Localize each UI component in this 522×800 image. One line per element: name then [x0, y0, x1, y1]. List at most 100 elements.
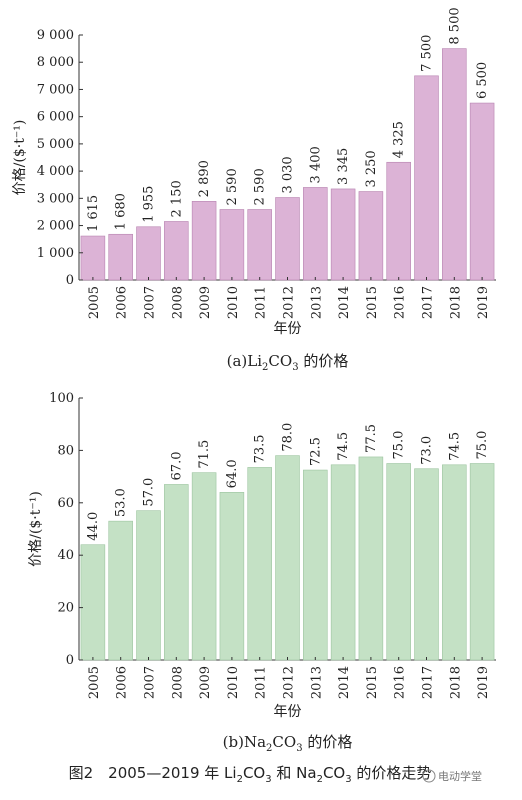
b-x-tick-label: 2007 [143, 666, 158, 699]
b-bar [303, 469, 328, 661]
a-y-tick-label: 4 000 [37, 164, 74, 179]
a-x-tick-label: 2014 [337, 286, 352, 319]
chart-a-caption-sub1: 2 [262, 362, 268, 373]
a-data-label: 1 615 [86, 195, 101, 232]
a-bar [442, 48, 467, 281]
a-y-tick-label: 1 000 [37, 246, 74, 261]
a-x-tick-label: 2011 [254, 286, 269, 319]
figure-caption-mid2: 和 Na [272, 764, 317, 782]
a-data-label: 4 325 [392, 121, 407, 158]
b-y-tick-label: 60 [57, 496, 74, 511]
a-x-tick-label: 2013 [309, 286, 324, 319]
a-bar [191, 201, 217, 281]
a-x-tick-label: 2018 [448, 286, 463, 319]
a-x-tick-label: 2010 [226, 286, 241, 319]
a-y-tick-label: 8 000 [37, 55, 74, 70]
a-data-label: 2 590 [225, 168, 240, 205]
b-x-tick-label: 2015 [365, 666, 380, 699]
a-x-tick-label: 2007 [143, 286, 158, 319]
b-x-tick-label: 2016 [393, 666, 408, 699]
b-bar [247, 467, 272, 661]
b-bar [275, 455, 300, 661]
chart-b-caption-prefix: (b)Na [223, 733, 266, 751]
b-x-tick-label: 2006 [115, 666, 130, 699]
a-bar [358, 191, 384, 281]
b-x-tick-label: 2019 [476, 666, 491, 699]
b-y-tick-label: 20 [57, 601, 74, 616]
chart-b-caption: (b)Na2CO3 的价格 [223, 733, 353, 754]
b-bar [219, 492, 245, 661]
b-bar [414, 468, 439, 661]
chart-a-caption-mid: CO [268, 352, 292, 370]
b-bar [358, 456, 384, 661]
b-x-tick-label: 2008 [170, 666, 185, 699]
chart-b-y-axis-title: 价格/($·t⁻¹) [28, 491, 44, 567]
a-y-tick-label: 2 000 [37, 219, 74, 234]
a-bar [108, 233, 133, 281]
watermark-logo-icon [422, 769, 436, 783]
chart-b-caption-sub1: 2 [266, 743, 272, 754]
b-bar [80, 544, 106, 661]
b-data-label: 77.5 [364, 424, 379, 453]
b-bar [108, 520, 133, 661]
b-data-label: 67.0 [169, 452, 184, 481]
chart-a-caption-suffix: 的价格 [299, 352, 349, 370]
a-bar [303, 187, 328, 281]
a-x-tick-label: 2005 [87, 286, 102, 319]
a-x-tick-label: 2017 [421, 286, 436, 319]
a-bar [414, 75, 439, 281]
watermark-text: 电动学堂 [438, 769, 482, 783]
figure-caption-suffix: 的价格走势 [352, 764, 432, 782]
a-bar [136, 226, 161, 281]
a-bar [469, 102, 495, 281]
chart-b-caption-mid: CO [272, 733, 296, 751]
b-data-label: 57.0 [142, 478, 157, 507]
a-y-tick-label: 3 000 [37, 191, 74, 206]
a-data-label: 1 680 [114, 193, 129, 230]
b-data-label: 73.5 [253, 434, 268, 463]
b-data-label: 71.5 [197, 440, 212, 469]
chart-a-data-labels: 1 615 1 680 1 955 2 150 2 890 2 590 2 590 3 030… [86, 7, 490, 232]
b-bar [442, 464, 467, 661]
a-data-label: 3 345 [336, 148, 351, 185]
b-y-tick-label: 0 [66, 653, 74, 668]
a-bar [330, 188, 356, 281]
chart-a-y-axis-title: 价格/($·t⁻¹) [12, 120, 28, 196]
b-data-label: 72.5 [308, 437, 323, 466]
b-x-tick-label: 2017 [421, 666, 436, 699]
b-x-tick-label: 2013 [309, 666, 324, 699]
a-data-label: 2 590 [253, 168, 268, 205]
chart-a-caption: (a)Li2CO3 的价格 [227, 352, 349, 373]
chart-a-x-ticks: 2005 2006 2007 2008 2009 2010 2011 2012 2013 2014… [87, 277, 491, 319]
b-x-tick-label: 2012 [282, 666, 297, 699]
a-data-label: 2 150 [169, 180, 184, 217]
a-data-label: 3 400 [308, 146, 323, 183]
a-x-tick-label: 2016 [393, 286, 408, 319]
watermark: 电动学堂 [422, 769, 482, 783]
figure-caption-sub4: 3 [345, 774, 351, 785]
b-data-label: 74.5 [336, 432, 351, 461]
b-x-tick-label: 2011 [254, 666, 269, 699]
a-y-tick-label: 9 000 [37, 28, 74, 43]
b-bar [386, 463, 411, 661]
a-x-tick-label: 2012 [282, 286, 297, 319]
figure-caption-sub3: 2 [317, 774, 323, 785]
a-y-tick-label: 6 000 [37, 110, 74, 125]
a-bar [164, 221, 189, 281]
a-data-label: 1 955 [142, 186, 157, 223]
b-x-tick-label: 2010 [226, 666, 241, 699]
b-data-label: 75.0 [392, 431, 407, 460]
a-data-label: 7 500 [420, 35, 435, 72]
a-data-label: 2 890 [197, 160, 212, 197]
a-data-label: 8 500 [447, 7, 462, 44]
a-x-tick-label: 2006 [115, 286, 130, 319]
b-y-tick-label: 100 [49, 391, 74, 406]
chart-b-data-labels: 44.0 53.0 57.0 67.0 71.5 64.0 73.5 78.0 72.5 74.5… [86, 423, 490, 541]
a-bar [219, 209, 245, 281]
a-data-label: 3 250 [364, 150, 379, 187]
figure-caption-sub1: 2 [237, 774, 243, 785]
chart-b-sodium-carbonate-price: 44.0 53.0 57.0 67.0 71.5 64.0 73.5 78.0 72.5 74.5… [28, 391, 496, 754]
b-bar [164, 484, 189, 661]
a-x-tick-label: 2015 [365, 286, 380, 319]
a-bar [275, 197, 300, 281]
